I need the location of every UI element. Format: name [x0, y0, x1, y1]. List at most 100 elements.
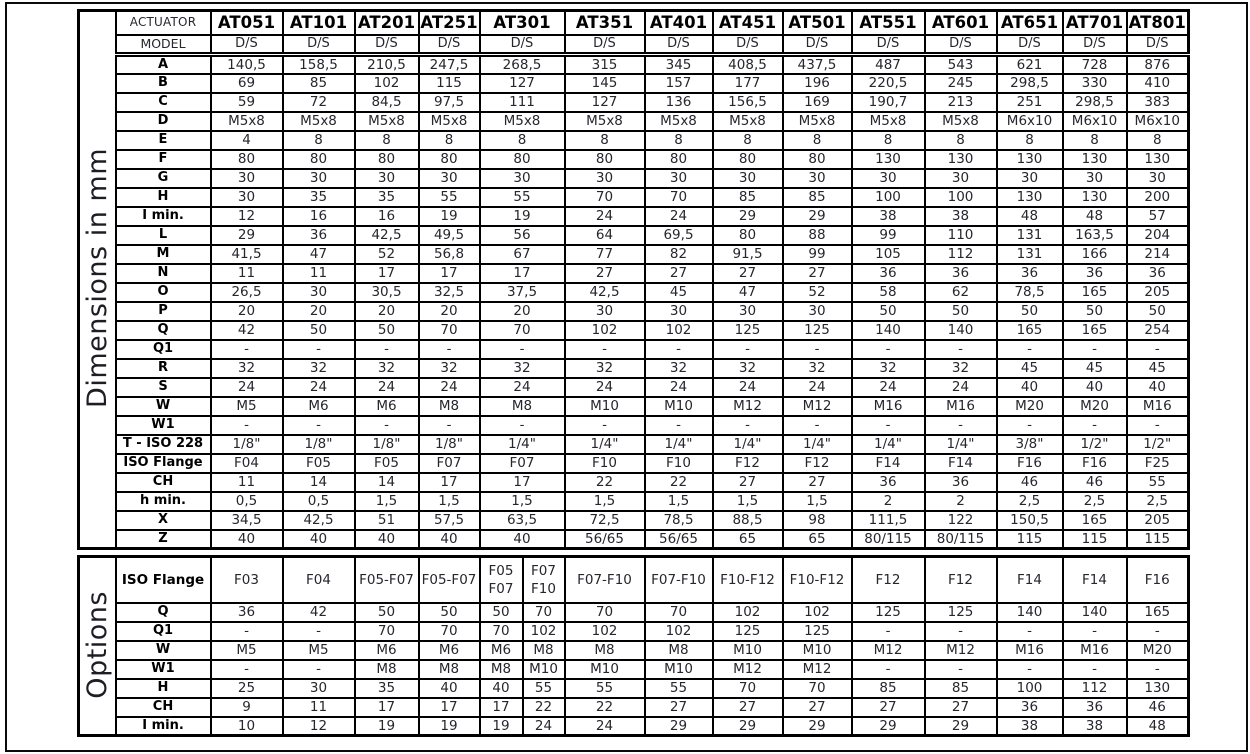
dimension-value: 63,5: [478, 509, 566, 531]
dimension-value: 24: [209, 376, 284, 398]
dimension-value: -: [643, 414, 714, 436]
dimension-value: -: [478, 414, 566, 436]
dimension-value: 85: [711, 186, 784, 208]
dimension-value: 131: [995, 243, 1064, 265]
dimension-value: 62: [923, 281, 998, 303]
option-value: 27: [643, 696, 714, 718]
dimension-value: 30: [711, 300, 784, 322]
dimension-value: 17: [478, 471, 566, 493]
dimension-value: -: [781, 414, 853, 436]
option-value: M6: [417, 639, 481, 661]
dimension-value: M8: [478, 395, 566, 417]
option-value: 38: [995, 715, 1064, 737]
dimension-value: 29: [711, 205, 784, 227]
dimension-value: 80: [711, 224, 784, 246]
option-value: 50: [353, 601, 420, 623]
dimension-value: 78,5: [643, 509, 714, 531]
row-label: Q: [114, 319, 212, 341]
actuator-name: AT501: [781, 9, 853, 36]
option-value: M12: [850, 639, 926, 661]
model-value: D/S: [478, 33, 566, 57]
model-value: D/S: [643, 33, 714, 57]
dimension-value: -: [923, 414, 998, 436]
option-row-iso-flange: Options ISO Flange F03 F04 F05-F07 F05-F07 F05…: [77, 555, 1190, 737]
dimension-value: 30: [563, 167, 646, 189]
option-value: 55: [563, 677, 646, 699]
dimension-value: 1/2": [1125, 433, 1190, 455]
dimension-value: 38: [923, 205, 998, 227]
dimension-value: -: [781, 338, 853, 360]
dimension-value: 110: [923, 224, 998, 246]
dimension-value: -: [923, 338, 998, 360]
dimension-value: 115: [1061, 528, 1128, 550]
dimension-value: -: [478, 338, 566, 360]
option-value: 55: [521, 677, 566, 699]
option-value: F05-F07: [417, 555, 481, 604]
option-value: M20: [1125, 639, 1190, 661]
dimension-row-ch: CH 11 14 14 17 17 22 22 27 27 36 36 46 46 55: [79, 471, 1190, 493]
dimension-value: 8: [781, 129, 853, 151]
option-value: F10-F12: [781, 555, 853, 604]
dimension-value: 56/65: [563, 528, 646, 550]
dimension-value: 102: [353, 72, 420, 94]
option-value: 100: [995, 677, 1064, 699]
option-value: F14: [995, 555, 1064, 604]
dimension-value: 30: [711, 167, 784, 189]
option-value: -: [209, 620, 284, 642]
dimension-row-h-min-: h min. 0,5 0,5 1,5 1,5 1,5 1,5 1,5 1,5 1,5 2 2 2,5 2,…: [79, 490, 1190, 512]
dimension-value: 115: [417, 72, 481, 94]
dimension-value: 214: [1125, 243, 1190, 265]
dimension-value: 80: [781, 148, 853, 170]
dimension-value: 42: [209, 319, 284, 341]
dimension-value: F16: [995, 452, 1064, 474]
dimension-value: 8: [995, 129, 1064, 151]
dimension-value: 1,5: [478, 490, 566, 512]
page-frame: Dimensions in mm ACTUATOR AT051 AT101 AT201 A…: [5, 2, 1248, 752]
dimension-value: -: [1125, 414, 1190, 436]
dimension-value: 20: [353, 300, 420, 322]
dimension-value: 8: [1125, 129, 1190, 151]
row-label: L: [114, 224, 212, 246]
dimension-value: 245: [923, 72, 998, 94]
dimension-value: 26,5: [209, 281, 284, 303]
side-label-options: Options: [77, 555, 117, 737]
dimension-value: 56/65: [643, 528, 714, 550]
option-value: 27: [850, 696, 926, 718]
dimension-value: 50: [353, 319, 420, 341]
dimension-value: 45: [995, 357, 1064, 379]
dimension-value: M5x8: [353, 110, 420, 132]
option-value: -: [995, 620, 1064, 642]
dimension-value: 2,5: [995, 490, 1064, 512]
dimension-value: 32,5: [417, 281, 481, 303]
dimension-value: M5x8: [711, 110, 784, 132]
dimension-value: 136: [643, 91, 714, 113]
dimension-value: 1,5: [643, 490, 714, 512]
dimension-value: 47: [281, 243, 356, 265]
dimension-value: -: [209, 414, 284, 436]
dimension-value: 345: [643, 53, 714, 75]
dimension-value: 37,5: [478, 281, 566, 303]
option-value: 46: [1125, 696, 1190, 718]
option-value: F12: [850, 555, 926, 604]
option-value: 70: [353, 620, 420, 642]
dimension-value: 41,5: [209, 243, 284, 265]
dimension-value: 1/4": [478, 433, 566, 455]
row-label: G: [114, 167, 212, 189]
actuator-name: AT701: [1061, 9, 1128, 36]
dimension-value: -: [850, 414, 926, 436]
dimensions-table-body: Dimensions in mm ACTUATOR AT051 AT101 AT201 A…: [77, 9, 1190, 550]
option-value: 29: [923, 715, 998, 737]
model-value: D/S: [281, 33, 356, 57]
dimension-value: 1/4": [850, 433, 926, 455]
dimension-value: 115: [1125, 528, 1190, 550]
actuator-name: AT401: [643, 9, 714, 36]
model-value: D/S: [563, 33, 646, 57]
dimension-value: 80: [478, 148, 566, 170]
dimension-value: 298,5: [995, 72, 1064, 94]
option-value: M5: [209, 639, 284, 661]
dimension-value: 30: [209, 167, 284, 189]
dimension-value: 32: [281, 357, 356, 379]
dimension-value: 32: [478, 357, 566, 379]
dimension-value: 1/8": [209, 433, 284, 455]
option-value: 70: [478, 620, 524, 642]
